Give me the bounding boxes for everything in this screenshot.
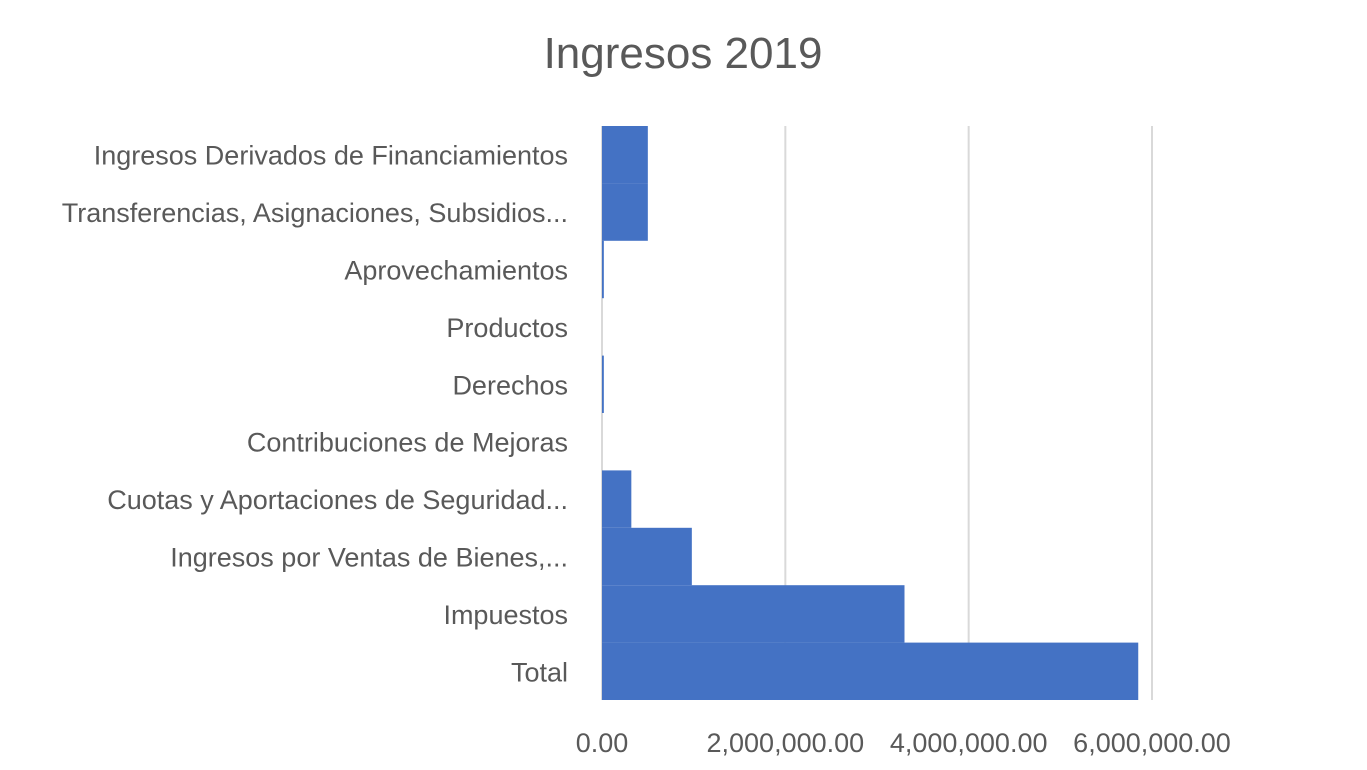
category-label: Aprovechamientos [344,256,568,286]
bar [602,183,648,241]
category-label: Productos [446,313,568,343]
category-label: Transferencias, Asignaciones, Subsidios.… [62,198,568,228]
bar [602,240,604,299]
x-tick-label: 0.00 [576,728,629,758]
bar [602,527,692,586]
bar [602,470,632,528]
bar [602,585,905,643]
x-axis-tick-labels: 0.00 2,000,000.00 4,000,000.00 6,000,000.00 [576,728,1231,758]
category-label: Cuotas y Aportaciones de Seguridad... [107,485,568,515]
category-labels: Ingresos Derivados de Financiamientos Tra… [62,141,568,688]
category-label: Derechos [452,370,568,400]
x-tick-label: 4,000,000.00 [890,728,1048,758]
category-label: Total [511,657,568,687]
category-label: Impuestos [443,600,568,630]
bar [602,642,1139,700]
chart-title: Ingresos 2019 [544,29,823,78]
x-tick-label: 2,000,000.00 [707,728,865,758]
bar [602,355,604,413]
bar [602,126,648,184]
category-label: Ingresos por Ventas de Bienes,... [170,543,568,573]
x-tick-label: 6,000,000.00 [1073,728,1231,758]
category-label: Ingresos Derivados de Financiamientos [94,141,568,171]
bars [602,126,1139,700]
category-label: Contribuciones de Mejoras [247,428,568,458]
